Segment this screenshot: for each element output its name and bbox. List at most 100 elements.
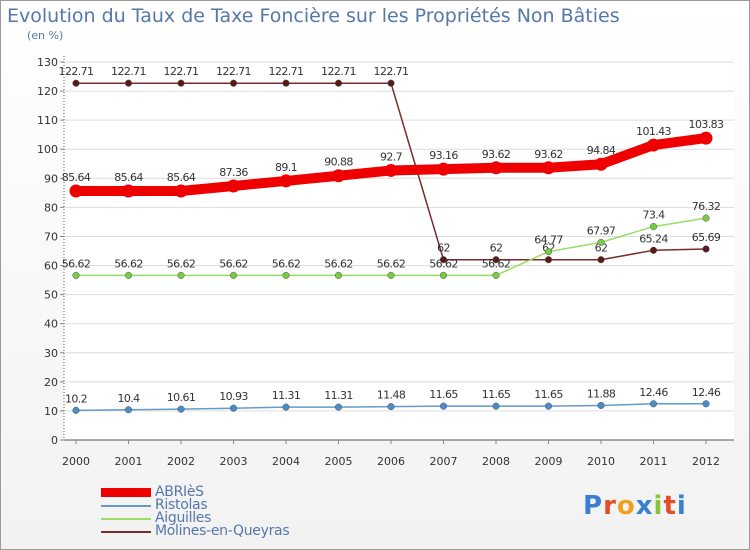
data-label: 122.71 bbox=[374, 65, 409, 78]
data-label: 56.62 bbox=[482, 257, 511, 270]
legend-swatch bbox=[101, 504, 151, 507]
data-point bbox=[229, 79, 238, 87]
x-tick-label: 2005 bbox=[325, 455, 353, 468]
data-point bbox=[649, 400, 658, 408]
data-point bbox=[439, 256, 448, 264]
data-label: 56.62 bbox=[377, 257, 406, 270]
data-point bbox=[544, 256, 553, 264]
data-label: 90.88 bbox=[324, 156, 353, 169]
data-point bbox=[334, 79, 343, 87]
data-point bbox=[122, 184, 135, 198]
y-tick-label: 120 bbox=[37, 85, 58, 98]
legend-label: Molines-en-Queyras bbox=[155, 523, 290, 539]
chart-title: Evolution du Taux de Taxe Foncière sur l… bbox=[7, 5, 620, 27]
y-tick-label: 20 bbox=[44, 376, 58, 389]
data-point bbox=[702, 214, 710, 222]
data-label: 101.43 bbox=[636, 125, 671, 138]
data-point bbox=[72, 79, 80, 87]
y-unit-label: (en %) bbox=[27, 29, 64, 42]
data-label: 85.64 bbox=[114, 171, 143, 184]
logo-letter: x bbox=[635, 491, 654, 521]
x-tick-label: 2008 bbox=[482, 455, 510, 468]
data-label: 122.71 bbox=[111, 65, 146, 78]
data-label: 56.62 bbox=[62, 257, 91, 270]
data-point bbox=[597, 401, 605, 410]
x-tick-label: 2003 bbox=[220, 455, 248, 468]
data-label: 56.62 bbox=[429, 257, 458, 270]
data-point bbox=[649, 246, 658, 254]
logo-letter: P bbox=[583, 491, 604, 521]
y-tick-label: 50 bbox=[44, 289, 58, 302]
x-tick-label: 2010 bbox=[587, 455, 615, 468]
data-point bbox=[72, 271, 80, 279]
data-label: 11.48 bbox=[377, 389, 406, 402]
data-label: 85.64 bbox=[62, 171, 91, 184]
x-tick-label: 2002 bbox=[167, 455, 195, 468]
data-point bbox=[492, 402, 500, 410]
data-label: 56.62 bbox=[219, 257, 248, 270]
data-point bbox=[282, 271, 290, 279]
data-point bbox=[332, 169, 345, 183]
y-tick-label: 100 bbox=[37, 143, 58, 156]
data-label: 65.69 bbox=[692, 231, 721, 244]
legend-swatch bbox=[101, 517, 151, 520]
legend-swatch bbox=[101, 488, 151, 497]
y-tick-label: 130 bbox=[37, 56, 58, 69]
data-label: 85.64 bbox=[167, 171, 196, 184]
data-point bbox=[279, 174, 293, 188]
data-label: 62 bbox=[490, 242, 503, 255]
x-tick-label: 2006 bbox=[377, 455, 405, 468]
data-point bbox=[387, 271, 395, 279]
data-point bbox=[702, 400, 710, 408]
data-label: 89.1 bbox=[275, 161, 297, 174]
data-point bbox=[229, 271, 238, 279]
y-tick-label: 30 bbox=[44, 347, 58, 360]
data-label: 10.4 bbox=[117, 392, 140, 405]
legend-item: ABRIèS bbox=[101, 484, 289, 500]
y-tick-label: 70 bbox=[44, 230, 58, 243]
data-label: 122.71 bbox=[59, 65, 94, 78]
legend-label: ABRIèS bbox=[155, 484, 204, 500]
data-point bbox=[544, 402, 553, 410]
x-tick-label: 2001 bbox=[115, 455, 143, 468]
data-label: 73.4 bbox=[642, 209, 665, 222]
data-label: 11.65 bbox=[482, 388, 511, 401]
data-point bbox=[492, 256, 500, 264]
data-label: 56.62 bbox=[114, 257, 143, 270]
data-label: 93.62 bbox=[482, 148, 511, 161]
data-label: 122.71 bbox=[321, 65, 356, 78]
data-point bbox=[542, 161, 555, 175]
logo-letter: r bbox=[603, 491, 617, 521]
data-label: 93.16 bbox=[429, 149, 458, 162]
y-tick-label: 60 bbox=[44, 260, 58, 273]
data-point bbox=[649, 223, 658, 231]
data-point bbox=[439, 402, 448, 410]
x-tick-label: 2007 bbox=[430, 455, 458, 468]
logo-letter: t bbox=[663, 491, 677, 521]
logo-letter: o bbox=[616, 491, 636, 521]
proxiti-logo: Proxiti bbox=[583, 491, 687, 521]
data-point bbox=[489, 161, 503, 175]
data-point bbox=[282, 403, 290, 411]
data-label: 94.84 bbox=[587, 144, 616, 157]
data-point bbox=[702, 245, 710, 253]
data-label: 64.77 bbox=[534, 234, 563, 247]
x-tick-label: 2012 bbox=[692, 455, 720, 468]
data-label: 65.24 bbox=[639, 232, 668, 245]
legend-item: Ristolas bbox=[101, 498, 289, 512]
data-label: 11.31 bbox=[272, 389, 301, 402]
data-point bbox=[544, 248, 553, 256]
y-tick-label: 10 bbox=[44, 405, 58, 418]
y-tick-label: 0 bbox=[51, 434, 58, 447]
data-label: 92.7 bbox=[380, 150, 403, 163]
data-label: 56.62 bbox=[167, 257, 196, 270]
data-point bbox=[334, 403, 343, 411]
data-label: 76.32 bbox=[692, 200, 721, 213]
data-point bbox=[229, 404, 238, 412]
data-point bbox=[177, 79, 185, 87]
data-label: 122.71 bbox=[164, 65, 199, 78]
data-label: 11.88 bbox=[587, 387, 616, 400]
data-point bbox=[282, 79, 290, 87]
data-label: 62 bbox=[437, 242, 450, 255]
